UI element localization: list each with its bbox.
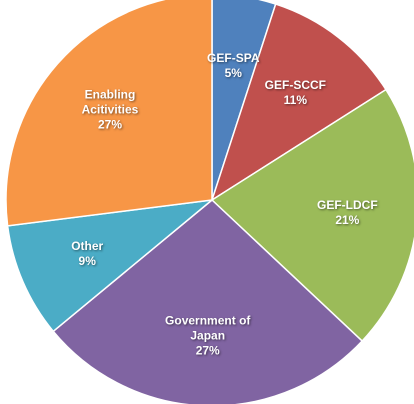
slice-label: Other 9% bbox=[35, 239, 139, 269]
slice-label: GEF-LDCF 21% bbox=[295, 198, 399, 228]
value-label: 21% bbox=[335, 212, 360, 227]
slice-label: Government of Japan 27% bbox=[156, 313, 260, 358]
pie-slice bbox=[210, 3, 387, 202]
slice-label: GEF-SPA 5% bbox=[181, 51, 285, 81]
value-label: 5% bbox=[224, 65, 242, 80]
category-label: GEF-SCCF bbox=[264, 77, 326, 92]
pie-slice bbox=[210, 88, 414, 343]
value-label: 9% bbox=[78, 253, 96, 268]
category-label: Other bbox=[71, 238, 104, 253]
value-label: 11% bbox=[283, 92, 307, 107]
slice-label: Enabling Acitivities 27% bbox=[58, 88, 162, 133]
pie-slice bbox=[6, 198, 215, 333]
value-label: 27% bbox=[97, 117, 123, 132]
pie-slice bbox=[52, 199, 364, 404]
value-label: 27% bbox=[195, 343, 220, 358]
category-label: Government of Japan bbox=[165, 313, 251, 343]
pie-slice bbox=[5, 0, 213, 227]
category-label: GEF-LDCF bbox=[317, 197, 378, 212]
category-label: GEF-SPA bbox=[207, 50, 260, 65]
category-label: Enabling Acitivities bbox=[81, 87, 139, 117]
slice-label: GEF-SCCF 11% bbox=[243, 78, 347, 108]
